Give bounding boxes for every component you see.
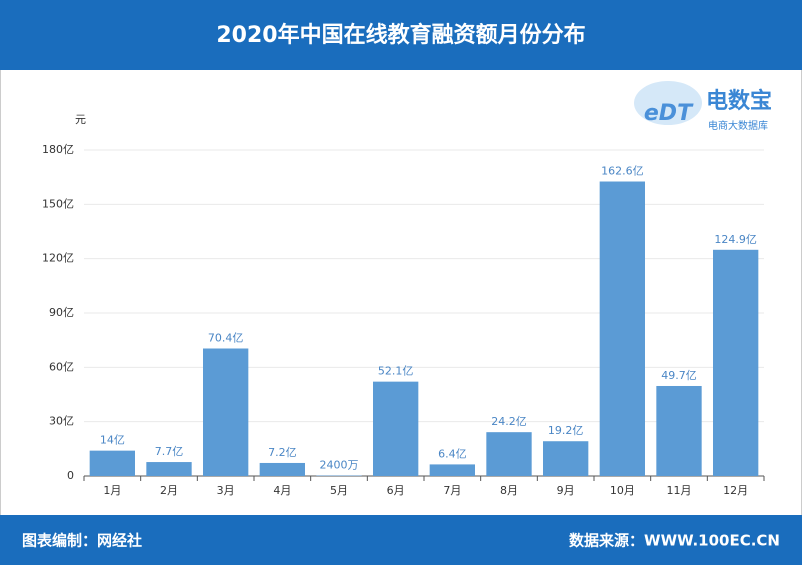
x-tick-label: 5月	[330, 484, 348, 497]
x-tick-label: 6月	[387, 484, 405, 497]
value-label: 7.7亿	[155, 445, 184, 458]
logo-mark: eDT	[644, 101, 694, 126]
x-tick-label: 11月	[667, 484, 692, 497]
value-label: 6.4亿	[438, 447, 467, 460]
y-tick-label: 60亿	[49, 360, 74, 373]
value-label: 124.9亿	[714, 233, 757, 246]
bar	[599, 181, 645, 476]
x-tick-label: 12月	[723, 484, 748, 497]
y-tick-label: 120亿	[42, 252, 74, 265]
chart-title: 2020年中国在线教育融资额月份分布	[216, 22, 585, 48]
logo: eDT 电数宝 电商大数据库	[634, 81, 772, 132]
x-tick-label: 2月	[160, 484, 178, 497]
bar	[89, 450, 135, 476]
x-tick-label: 8月	[500, 484, 518, 497]
logo-tagline: 电商大数据库	[708, 119, 768, 132]
bar	[429, 464, 475, 476]
bar	[203, 348, 249, 476]
bar	[259, 462, 305, 476]
value-label: 49.7亿	[661, 369, 697, 382]
bar	[543, 441, 589, 476]
bar	[656, 385, 702, 476]
bar	[713, 249, 759, 476]
logo-cloud	[634, 81, 702, 125]
y-tick-label: 0	[67, 469, 74, 482]
value-label: 70.4亿	[208, 331, 244, 344]
header-band	[0, 0, 802, 70]
value-label: 24.2亿	[491, 415, 527, 428]
value-label: 19.2亿	[548, 424, 584, 437]
y-tick-label: 150亿	[42, 197, 74, 210]
x-tick-label: 7月	[443, 484, 461, 497]
bar	[486, 432, 532, 476]
x-tick-label: 10月	[610, 484, 635, 497]
x-tick-label: 1月	[103, 484, 121, 497]
value-label: 7.2亿	[268, 446, 297, 459]
y-tick-label: 180亿	[42, 143, 74, 156]
bar	[146, 462, 192, 476]
value-label: 14亿	[100, 434, 125, 447]
footer-right: 数据来源：WWW.100EC.CN	[569, 532, 780, 550]
x-tick-label: 4月	[273, 484, 291, 497]
x-tick-label: 3月	[217, 484, 235, 497]
x-tick-label: 9月	[557, 484, 575, 497]
value-label: 52.1亿	[378, 365, 414, 378]
value-label: 2400万	[320, 459, 359, 472]
footer-left: 图表编制：网经社	[22, 532, 142, 550]
value-label: 162.6亿	[601, 165, 644, 178]
logo-name: 电数宝	[706, 88, 772, 114]
bar	[373, 381, 419, 476]
y-tick-label: 90亿	[49, 306, 74, 319]
footer-band	[0, 515, 802, 565]
y-tick-label: 30亿	[49, 415, 74, 428]
y-unit: 元	[75, 113, 86, 126]
